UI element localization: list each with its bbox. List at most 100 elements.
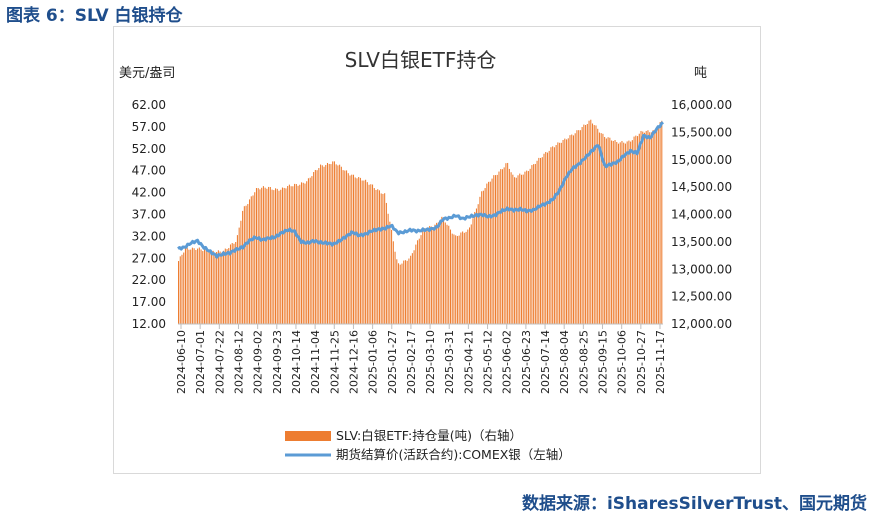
holdings-bar xyxy=(209,252,211,324)
holdings-bar xyxy=(300,182,303,324)
x-tick-label: 2024-07-01 xyxy=(194,330,207,394)
holdings-bar xyxy=(368,184,370,324)
holdings-bar xyxy=(224,248,226,324)
holdings-bar xyxy=(643,132,646,324)
holdings-bar xyxy=(410,255,412,324)
holdings-bar xyxy=(366,182,368,324)
holdings-bar xyxy=(391,229,393,324)
holdings-bar xyxy=(358,177,360,324)
holdings-bar xyxy=(481,191,483,324)
right-tick-label: 14,500.00 xyxy=(671,180,732,194)
holdings-bar xyxy=(221,252,223,324)
holdings-bar xyxy=(181,254,183,324)
holdings-bar xyxy=(581,127,583,324)
holdings-bar xyxy=(453,234,455,324)
holdings-bar xyxy=(650,132,652,324)
holdings-bar xyxy=(514,177,516,324)
holdings-bar xyxy=(611,140,613,324)
holdings-bar xyxy=(420,235,422,324)
holdings-bar xyxy=(384,193,386,324)
x-tick-label: 2025-08-04 xyxy=(558,330,571,394)
holdings-bar xyxy=(590,119,592,325)
right-tick-label: 12,000.00 xyxy=(671,317,732,331)
holdings-bar xyxy=(275,188,277,324)
holdings-bar xyxy=(451,233,453,324)
holdings-bar xyxy=(446,224,448,324)
holdings-bar xyxy=(193,248,195,324)
holdings-bar xyxy=(323,166,325,324)
holdings-bar xyxy=(503,167,505,324)
holdings-bar xyxy=(517,175,519,324)
holdings-bar xyxy=(586,124,588,324)
holdings-bar xyxy=(238,227,240,324)
holdings-bar xyxy=(659,122,661,324)
holdings-bar xyxy=(533,164,535,324)
holdings-bar xyxy=(548,150,550,324)
holdings-bar xyxy=(399,264,401,324)
holdings-bar xyxy=(543,153,545,324)
holdings-bar xyxy=(342,170,344,324)
holdings-bar xyxy=(418,238,420,324)
holdings-bar xyxy=(484,188,486,324)
holdings-bar xyxy=(585,125,587,324)
holdings-bar xyxy=(417,240,419,324)
holdings-bar xyxy=(494,175,497,324)
holdings-bar xyxy=(242,210,244,324)
holdings-bar xyxy=(500,169,502,324)
holdings-bar xyxy=(508,168,510,324)
holdings-bar xyxy=(541,157,543,324)
holdings-bar xyxy=(477,204,479,324)
holdings-bar xyxy=(403,260,405,324)
holdings-bar xyxy=(423,228,426,324)
holdings-bar xyxy=(290,186,292,324)
holdings-bar xyxy=(656,129,658,324)
holdings-bar xyxy=(576,130,578,324)
holdings-bar xyxy=(465,231,467,324)
holdings-bar xyxy=(470,224,472,324)
left-tick-label: 57.00 xyxy=(132,120,166,134)
left-tick-label: 22.00 xyxy=(132,273,166,287)
x-tick-label: 2024-07-22 xyxy=(213,330,226,394)
holdings-bar xyxy=(602,133,604,324)
holdings-bar xyxy=(536,160,538,324)
holdings-bar xyxy=(496,174,498,324)
holdings-bar xyxy=(555,145,557,324)
x-tick-label: 2024-09-02 xyxy=(252,330,265,394)
holdings-bar xyxy=(249,199,251,324)
holdings-bar xyxy=(202,251,204,324)
holdings-bar xyxy=(462,231,464,324)
holdings-bar xyxy=(628,140,630,324)
holdings-bar xyxy=(546,152,549,324)
holdings-bar xyxy=(607,137,609,324)
holdings-bar xyxy=(559,142,561,324)
holdings-bar xyxy=(346,170,348,324)
holdings-bar xyxy=(373,188,375,324)
holdings-bar xyxy=(210,250,212,324)
holdings-bar xyxy=(179,256,181,324)
holdings-bar xyxy=(406,260,408,324)
holdings-bar xyxy=(552,146,554,324)
x-tick-label: 2025-06-23 xyxy=(520,330,533,394)
holdings-bar xyxy=(638,133,640,324)
holdings-bar xyxy=(382,193,384,324)
holdings-bar xyxy=(411,253,413,324)
chart-frame: SLV白银ETF持仓 美元/盎司 吨 12.00 17.00 22.00 27.00 32.0… xyxy=(113,26,761,474)
holdings-bar xyxy=(538,157,540,324)
right-tick-label: 15,000.00 xyxy=(671,153,732,167)
holdings-bar xyxy=(488,181,490,324)
holdings-bar xyxy=(349,175,351,324)
holdings-bar xyxy=(203,249,206,324)
holdings-bar xyxy=(572,135,574,324)
holdings-bar xyxy=(214,252,216,324)
holdings-bar xyxy=(380,193,382,324)
left-tick-label: 37.00 xyxy=(132,208,166,222)
holdings-bar xyxy=(510,172,512,324)
holdings-bar xyxy=(365,179,367,324)
legend-bar-swatch xyxy=(285,431,331,441)
holdings-bar xyxy=(273,190,275,324)
holdings-bar xyxy=(356,178,358,324)
x-tick-label: 2025-08-25 xyxy=(577,330,590,394)
holdings-bar xyxy=(661,120,663,325)
holdings-bar xyxy=(269,187,271,324)
